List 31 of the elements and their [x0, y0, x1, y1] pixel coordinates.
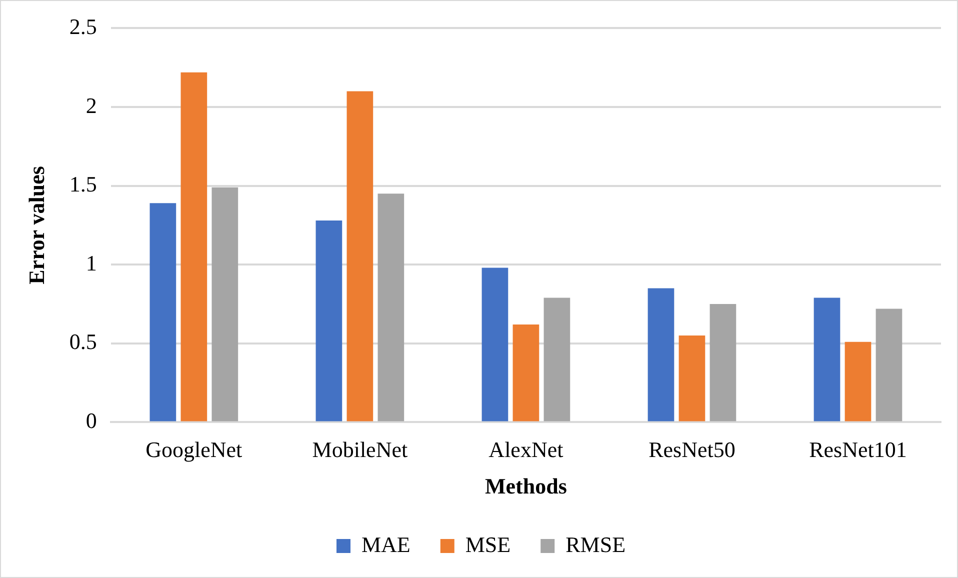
x-axis-title: Methods: [485, 473, 568, 498]
x-tick-label: AlexNet: [488, 437, 564, 462]
y-axis-title: Error values: [24, 166, 49, 284]
legend-label: RMSE: [566, 532, 626, 557]
bar: [512, 324, 540, 422]
x-tick-label: MobileNet: [312, 437, 408, 462]
bar: [876, 308, 902, 422]
bar: [212, 187, 238, 422]
y-tick-label: 1.5: [69, 172, 97, 197]
y-tick-label: 2: [86, 92, 97, 118]
x-tick-label: GoogleNet: [146, 437, 242, 462]
bar: [180, 72, 208, 422]
y-tick-label: 2.5: [69, 14, 97, 39]
bar: [844, 342, 872, 422]
bar: [378, 194, 404, 422]
bar: [346, 91, 374, 422]
bar: [482, 268, 508, 422]
y-tick-label: 0.5: [69, 329, 97, 354]
bar: [710, 304, 736, 422]
bar: [316, 220, 342, 422]
y-tick-label: 0: [86, 408, 97, 433]
bar: [544, 298, 570, 422]
bar: [678, 336, 706, 422]
bar: [814, 298, 840, 422]
legend-label: MSE: [465, 532, 511, 557]
x-tick-label: ResNet50: [648, 437, 736, 462]
y-tick-label: 1: [86, 250, 97, 276]
bar: [648, 288, 674, 422]
bar: [150, 203, 176, 422]
legend-label: MAE: [361, 532, 410, 557]
x-tick-label: ResNet101: [809, 437, 907, 462]
